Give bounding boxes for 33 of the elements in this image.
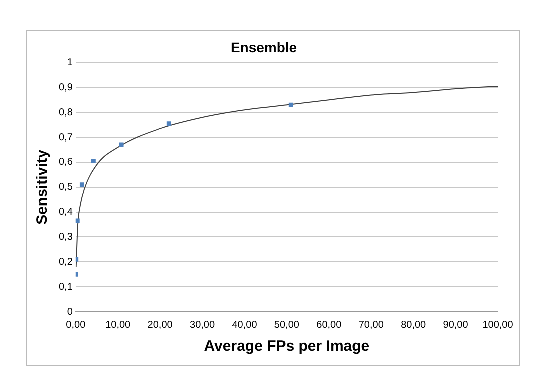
point [119, 142, 124, 148]
x-tick-label: 80,00 [401, 320, 427, 331]
y-tick-label: 0,1 [58, 282, 74, 293]
point [76, 257, 79, 262]
y-tick-label: 0,2 [58, 256, 74, 268]
y-tick-label: 0,3 [58, 232, 74, 243]
x-tick-label: 20,00 [148, 320, 174, 331]
point [76, 218, 80, 224]
y-tick-label: 0,6 [58, 157, 74, 168]
x-tick-label: 60,00 [316, 320, 342, 331]
y-tick-label: 0,7 [58, 132, 74, 144]
point [166, 122, 172, 126]
x-tick-label: 10,00 [106, 320, 132, 331]
x-tick-label: 100,00 [482, 320, 514, 331]
x-tick-label: 70,00 [358, 320, 384, 331]
y-tick-label: 1 [67, 58, 74, 69]
line-series [76, 86, 498, 268]
y-tick-label: 0,5 [58, 182, 74, 194]
y-tick-label: 0,9 [58, 82, 74, 94]
x-tick-label: 30,00 [190, 320, 216, 331]
x-tick-label: 50,00 [274, 320, 300, 331]
y-tick-label: 0,4 [58, 207, 74, 218]
point [91, 158, 96, 164]
x-tick-label: 90,00 [443, 320, 469, 331]
point [80, 182, 84, 188]
x-tick-label: 0,00 [66, 320, 86, 331]
x-axis-title: Average FPs per Image [204, 338, 370, 356]
chart-title: Ensemble [230, 39, 298, 56]
x-tick-label: 40,00 [232, 320, 258, 331]
y-axis-title: Sensitivity [34, 149, 52, 225]
y-tick-label: 0,8 [58, 107, 74, 118]
point [288, 102, 294, 108]
y-tick-label: 0 [67, 306, 74, 318]
